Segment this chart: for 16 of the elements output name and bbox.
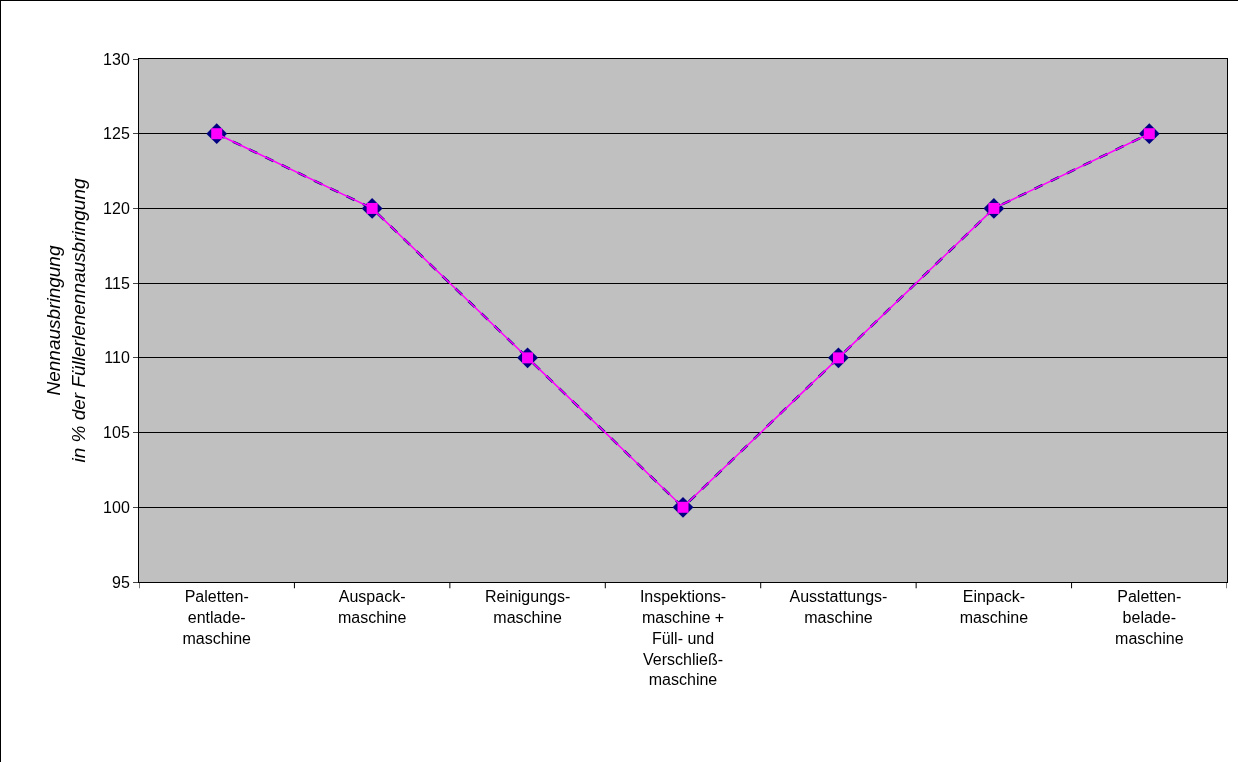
y-tick-label: 105 (103, 424, 130, 442)
x-tick-label: Paletten- entlade- maschine (182, 588, 252, 647)
x-tick-label: Paletten- belade- maschine (1115, 588, 1184, 647)
y-tick-label: 110 (104, 349, 130, 367)
y-tick-label: 100 (103, 498, 130, 516)
x-tick-label: Inspektions- maschine + Füll- und Verschließ- maschine (639, 588, 727, 689)
y-tick-label: 130 (103, 50, 130, 68)
y-tick-label: 95 (112, 573, 130, 591)
x-tick-label: Einpack- maschine (959, 588, 1029, 626)
x-tick-label: Ausstattungs- maschine (789, 588, 888, 626)
y-tick-label: 120 (103, 200, 130, 218)
y-tick-label: 125 (103, 125, 130, 143)
x-tick-label: Reinigungs- maschine (484, 588, 571, 626)
y-axis-title: Nennausbringung in % der Füllerlenennausbringung (43, 178, 89, 463)
y-tick-label: 115 (104, 274, 130, 292)
x-tick-label: Auspack- maschine (337, 588, 407, 626)
